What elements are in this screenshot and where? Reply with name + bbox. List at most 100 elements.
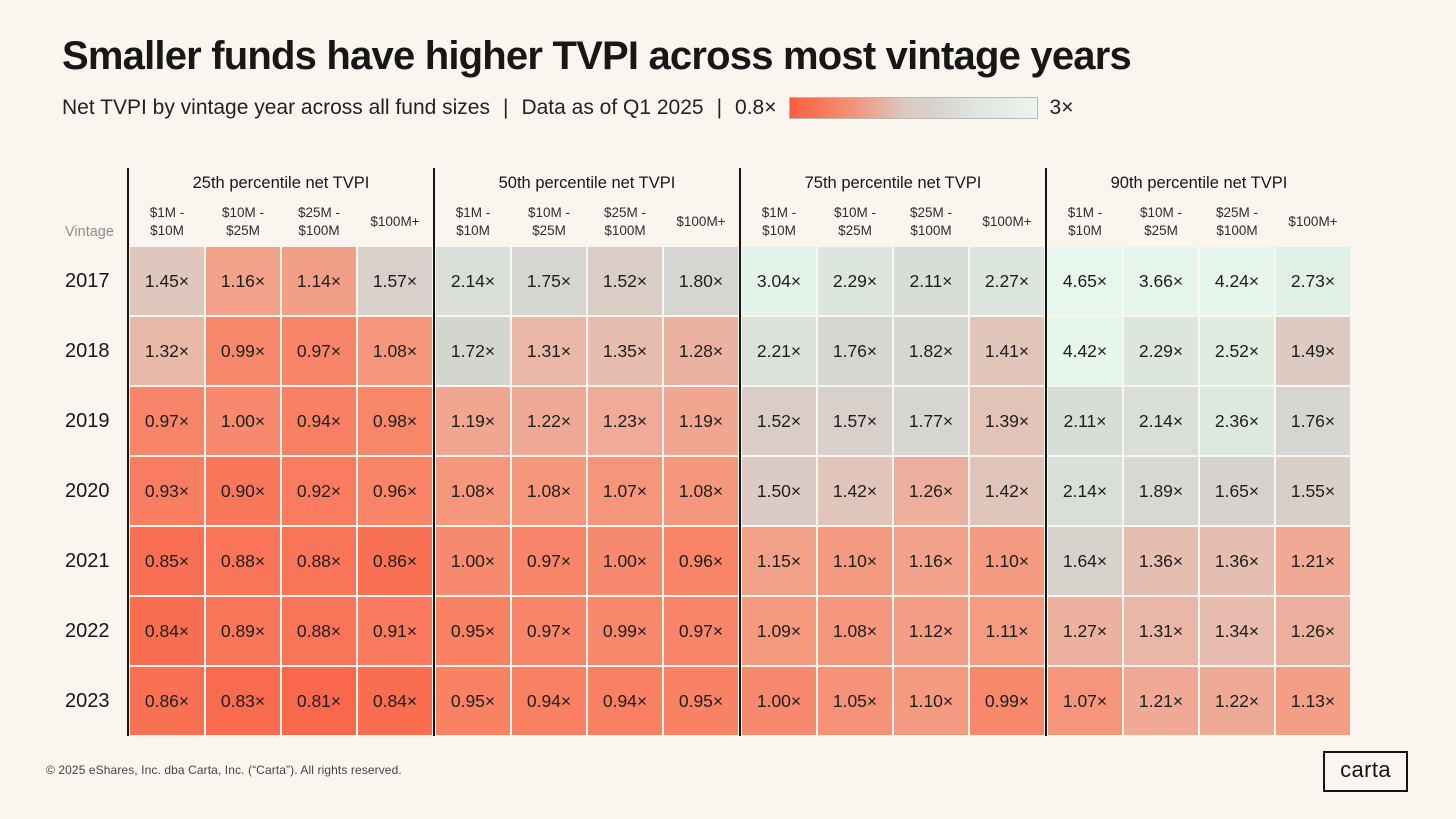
heatmap-cell: 2.36× [1200, 387, 1274, 455]
fund-size-header-line: $1M - [455, 205, 491, 221]
fund-size-header-group: $1M - $10M $10M - $25M $25M - $100M $100M+ [433, 198, 739, 246]
heatmap-cell: 4.24× [1200, 247, 1274, 315]
copyright-text: © 2025 eShares, Inc. dba Carta, Inc. (“C… [46, 763, 402, 777]
heatmap-cell: 1.13× [1276, 667, 1350, 735]
heatmap-cell: 3.04× [742, 247, 816, 315]
heatmap-cell: 2.14× [1048, 457, 1122, 525]
vintage-year-label: 2023 [65, 689, 110, 712]
fund-size-header-line: $100M+ [370, 214, 420, 230]
percentile-group-cells: 0.84× 0.89× 0.88× 0.91× [127, 596, 433, 666]
heatmap-row: 2021 0.85× 0.88× 0.88× 0.86× 1.00× 0.97× 1.00× 0… [65, 526, 1351, 596]
data-as-of-label: Data as of Q1 2025 [521, 96, 704, 119]
fund-size-header-line: $100M+ [982, 214, 1032, 230]
percentile-group-cells: 0.93× 0.90× 0.92× 0.96× [127, 456, 433, 526]
percentile-group-cells: 2.21× 1.76× 1.82× 1.41× [739, 316, 1045, 386]
heatmap-cell: 1.31× [1124, 597, 1198, 665]
heatmap-cell: 2.27× [970, 247, 1044, 315]
heatmap-cell: 0.94× [588, 667, 662, 735]
heatmap-cell: 2.29× [1124, 317, 1198, 385]
heatmap-cell: 1.08× [358, 317, 432, 385]
heatmap-cell: 1.07× [588, 457, 662, 525]
percentile-group-cells: 0.95× 0.94× 0.94× 0.95× [433, 666, 739, 736]
percentile-group-cells: 2.14× 1.75× 1.52× 1.80× [433, 246, 739, 316]
heatmap-cell: 1.77× [894, 387, 968, 455]
heatmap-cell: 1.41× [970, 317, 1044, 385]
subtitle-text: Net TVPI by vintage year across all fund… [62, 96, 490, 119]
heatmap-cell: 1.08× [436, 457, 510, 525]
color-scale-gradient-bar [788, 97, 1038, 119]
heatmap-cell: 0.83× [206, 667, 280, 735]
fund-size-header-line: $10M [1068, 223, 1102, 238]
percentile-group-cells: 1.00× 0.97× 1.00× 0.96× [433, 526, 739, 596]
percentile-group-header: 50th percentile net TVPI [433, 168, 739, 198]
vintage-year-label: 2019 [65, 409, 110, 432]
chart-subtitle: Net TVPI by vintage year across all fund… [62, 96, 1073, 120]
heatmap-cell: 0.86× [358, 527, 432, 595]
heatmap-cell: 1.21× [1276, 527, 1350, 595]
percentile-group-cells: 4.42× 2.29× 2.52× 1.49× [1045, 316, 1351, 386]
heatmap-row: 2023 0.86× 0.83× 0.81× 0.84× 0.95× 0.94× 0.94× 0… [65, 666, 1351, 736]
percentile-group-cells: 0.95× 0.97× 0.99× 0.97× [433, 596, 739, 666]
percentile-group-cells: 1.64× 1.36× 1.36× 1.21× [1045, 526, 1351, 596]
fund-size-header-line: $25M - [603, 205, 647, 221]
heatmap-cell: 1.80× [664, 247, 738, 315]
heatmap-cell: 2.11× [894, 247, 968, 315]
heatmap-cell: 1.19× [436, 387, 510, 455]
heatmap-cell: 1.00× [742, 667, 816, 735]
heatmap-cell: 0.84× [130, 597, 204, 665]
heatmap-cell: 0.93× [130, 457, 204, 525]
heatmap-cell: 2.11× [1048, 387, 1122, 455]
fund-size-header-line: $100M+ [1288, 214, 1338, 230]
fund-size-header-line: $100M [1216, 223, 1258, 238]
fund-size-header-line: $25M - [909, 205, 953, 221]
percentile-group-cells: 1.09× 1.08× 1.12× 1.11× [739, 596, 1045, 666]
vintage-year-label: 2021 [65, 549, 110, 572]
heatmap-cell: 1.65× [1200, 457, 1274, 525]
heatmap-cell: 1.19× [664, 387, 738, 455]
fund-size-column-header: $1M - $10M [129, 198, 205, 246]
fund-size-header-line: $1M - [149, 205, 185, 221]
fund-size-header-line: $100M [910, 223, 952, 238]
heatmap-cell: 1.26× [894, 457, 968, 525]
percentile-group-header: 25th percentile net TVPI [127, 168, 433, 198]
fund-size-header-line: $25M [1144, 223, 1178, 238]
heatmap-cell: 0.88× [282, 527, 356, 595]
subtitle-divider: | [502, 96, 509, 119]
percentile-group-cells: 3.04× 2.29× 2.11× 2.27× [739, 246, 1045, 316]
percentile-group-cells: 1.07× 1.21× 1.22× 1.13× [1045, 666, 1351, 736]
fund-size-header-line: $10M - [527, 205, 571, 221]
heatmap-cell: 1.16× [206, 247, 280, 315]
heatmap-row: 2018 1.32× 0.99× 0.97× 1.08× 1.72× 1.31× 1.35× 1… [65, 316, 1351, 386]
fund-size-header-line: $25M [532, 223, 566, 238]
percentile-group-cells: 1.08× 1.08× 1.07× 1.08× [433, 456, 739, 526]
heatmap-cell: 0.91× [358, 597, 432, 665]
heatmap-cell: 1.10× [970, 527, 1044, 595]
fund-size-column-header: $10M - $25M [511, 198, 587, 246]
heatmap-cell: 2.29× [818, 247, 892, 315]
heatmap-cell: 1.21× [1124, 667, 1198, 735]
percentile-group-cells: 1.45× 1.16× 1.14× 1.57× [127, 246, 433, 316]
heatmap-cell: 0.95× [664, 667, 738, 735]
heatmap-cell: 1.76× [818, 317, 892, 385]
heatmap-cell: 1.22× [512, 387, 586, 455]
fund-size-header-group: $1M - $10M $10M - $25M $25M - $100M $100M+ [739, 198, 1045, 246]
heatmap-cell: 1.26× [1276, 597, 1350, 665]
heatmap-cell: 1.52× [742, 387, 816, 455]
heatmap-cell: 1.11× [970, 597, 1044, 665]
heatmap-cell: 1.10× [818, 527, 892, 595]
column-header-row: Vintage $1M - $10M $10M - $25M $25M - $100M $10… [65, 198, 1351, 246]
percentile-group-cells: 0.86× 0.83× 0.81× 0.84× [127, 666, 433, 736]
heatmap-cell: 0.81× [282, 667, 356, 735]
heatmap-cell: 0.88× [206, 527, 280, 595]
heatmap-cell: 1.89× [1124, 457, 1198, 525]
fund-size-header-line: $10M [150, 223, 184, 238]
percentile-group-cells: 1.27× 1.31× 1.34× 1.26× [1045, 596, 1351, 666]
subtitle-divider: | [716, 96, 723, 119]
fund-size-column-header: $100M+ [1275, 198, 1351, 246]
heatmap-cell: 1.31× [512, 317, 586, 385]
heatmap-row: 2017 1.45× 1.16× 1.14× 1.57× 2.14× 1.75× 1.52× 1… [65, 246, 1351, 316]
heatmap-cell: 1.09× [742, 597, 816, 665]
heatmap-cell: 1.32× [130, 317, 204, 385]
heatmap-cell: 1.07× [1048, 667, 1122, 735]
fund-size-column-header: $1M - $10M [435, 198, 511, 246]
